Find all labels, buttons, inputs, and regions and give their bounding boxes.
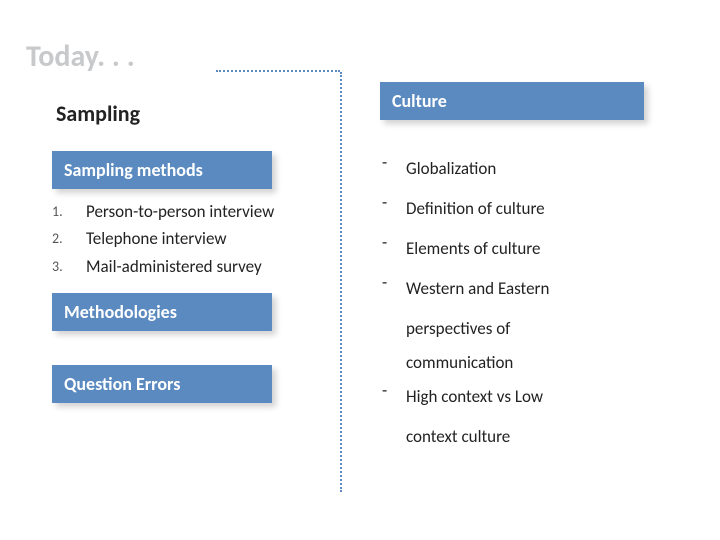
- right-column: Culture - Globalization - Definition of …: [380, 82, 690, 454]
- page-title: Today. . .: [26, 38, 135, 75]
- bullet-text: Elements of culture: [406, 232, 540, 266]
- bullet-dash: -: [380, 152, 406, 173]
- bullet-item: - Western and Eastern: [380, 272, 690, 306]
- list-text: Person-to-person interview: [86, 201, 274, 222]
- bullet-item: - Globalization: [380, 152, 690, 186]
- slide: Today. . . Sampling Sampling methods 1. …: [0, 0, 720, 540]
- bullet-text: Definition of culture: [406, 192, 545, 226]
- divider-vertical: [340, 72, 342, 492]
- bullet-item: - Definition of culture: [380, 192, 690, 226]
- list-item: 2. Telephone interview: [52, 228, 312, 249]
- box-question-errors: Question Errors: [52, 365, 272, 403]
- list-item: 3. Mail-administered survey: [52, 256, 312, 277]
- bullet-item: - Elements of culture: [380, 232, 690, 266]
- list-number: 2.: [52, 228, 86, 247]
- bullet-dash: -: [380, 192, 406, 213]
- list-item: 1. Person-to-person interview: [52, 201, 312, 222]
- left-heading: Sampling: [56, 100, 332, 127]
- box-sampling-methods: Sampling methods: [52, 151, 272, 189]
- bullet-item: - High context vs Low: [380, 380, 690, 414]
- bullet-subtext: context culture: [380, 420, 690, 454]
- box-culture: Culture: [380, 82, 644, 120]
- list-text: Mail-administered survey: [86, 256, 262, 277]
- box-methodologies: Methodologies: [52, 293, 272, 331]
- left-column: Sampling Sampling methods 1. Person-to-p…: [52, 100, 332, 409]
- bullet-subtext: perspectives of: [380, 312, 690, 346]
- bullet-dash: -: [380, 272, 406, 293]
- list-number: 3.: [52, 256, 86, 275]
- bullet-subtext: communication: [380, 346, 690, 380]
- list-number: 1.: [52, 201, 86, 220]
- bullet-list: - Globalization - Definition of culture …: [380, 152, 690, 454]
- bullet-text: High context vs Low: [406, 380, 543, 414]
- ordered-list: 1. Person-to-person interview 2. Telepho…: [52, 201, 312, 277]
- divider-horizontal: [216, 70, 340, 72]
- bullet-dash: -: [380, 380, 406, 401]
- bullet-text: Western and Eastern: [406, 272, 549, 306]
- list-text: Telephone interview: [86, 228, 227, 249]
- bullet-text: Globalization: [406, 152, 496, 186]
- bullet-dash: -: [380, 232, 406, 253]
